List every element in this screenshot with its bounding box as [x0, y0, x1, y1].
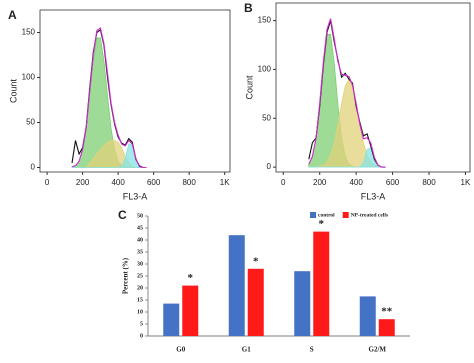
y-axis-label: Count: [8, 79, 18, 104]
bar: [182, 285, 199, 336]
bar: [294, 271, 311, 336]
legend-label: NP-treated cells: [351, 212, 388, 218]
y-tick-label: 45: [137, 225, 143, 231]
y-tick-label: 10: [137, 309, 143, 315]
y-tick-label: 50: [262, 113, 271, 122]
plot-frame: [39, 9, 231, 173]
x-axis-label: FL3-A: [361, 191, 386, 201]
x-tick-label: G1: [242, 346, 251, 354]
x-tick-label: 200: [76, 178, 90, 187]
y-tick-label: 25: [137, 273, 143, 279]
y-tick-label: 100: [258, 65, 272, 74]
y-tick-label: 20: [137, 285, 143, 291]
x-tick-label: 400: [349, 178, 363, 187]
x-tick-label: 0: [281, 178, 286, 187]
bar: [313, 231, 330, 336]
y-tick-label: 0: [31, 163, 36, 172]
significance-mark: *: [319, 218, 325, 230]
bar: [163, 303, 180, 336]
y-tick-label: 30: [137, 261, 143, 267]
histogram-line: [71, 27, 147, 169]
y-tick-label: 150: [258, 16, 272, 25]
y-tick-label: 100: [22, 73, 36, 82]
x-tick-label: 600: [147, 178, 161, 187]
y-tick-label: 35: [137, 249, 143, 255]
x-tick-label: 400: [111, 178, 125, 187]
significance-mark: *: [188, 272, 194, 284]
significance-mark: **: [381, 306, 393, 318]
y-tick-label: 0: [140, 333, 143, 339]
bar: [247, 268, 264, 336]
panel-label: C: [118, 208, 127, 222]
x-tick-label: 1K: [220, 178, 230, 187]
legend-swatch: [310, 212, 316, 218]
panel-label: B: [244, 1, 253, 15]
y-axis-label: Count: [244, 75, 254, 100]
x-tick-label: G2/M: [369, 346, 387, 354]
y-tick-label: 150: [22, 28, 36, 37]
x-tick-label: 600: [386, 178, 400, 187]
bar: [378, 319, 395, 336]
x-tick-label: 1K: [461, 178, 471, 187]
y-tick-label: 50: [26, 118, 35, 127]
y-axis-label: Percent (%): [122, 257, 130, 294]
x-tick-label: 0: [45, 178, 50, 187]
y-tick-label: 40: [137, 237, 143, 243]
legend-label: control: [318, 212, 335, 218]
y-tick-label: 15: [137, 297, 143, 303]
x-tick-label: 200: [313, 178, 327, 187]
y-tick-label: 0: [267, 162, 272, 171]
y-tick-label: 5: [140, 321, 143, 327]
y-tick-label: 50: [137, 213, 143, 219]
x-tick-label: 800: [182, 178, 196, 187]
x-axis-label: FL3-A: [123, 191, 148, 201]
plot-frame: [275, 2, 471, 173]
x-tick-label: S: [310, 346, 314, 354]
panel-label: A: [8, 8, 17, 22]
bar: [228, 235, 245, 336]
x-tick-label: 800: [422, 178, 436, 187]
x-tick-label: G0: [176, 346, 185, 354]
legend-swatch: [342, 212, 349, 218]
bar: [359, 296, 376, 336]
histogram-line: [308, 18, 386, 168]
significance-mark: *: [253, 255, 259, 267]
